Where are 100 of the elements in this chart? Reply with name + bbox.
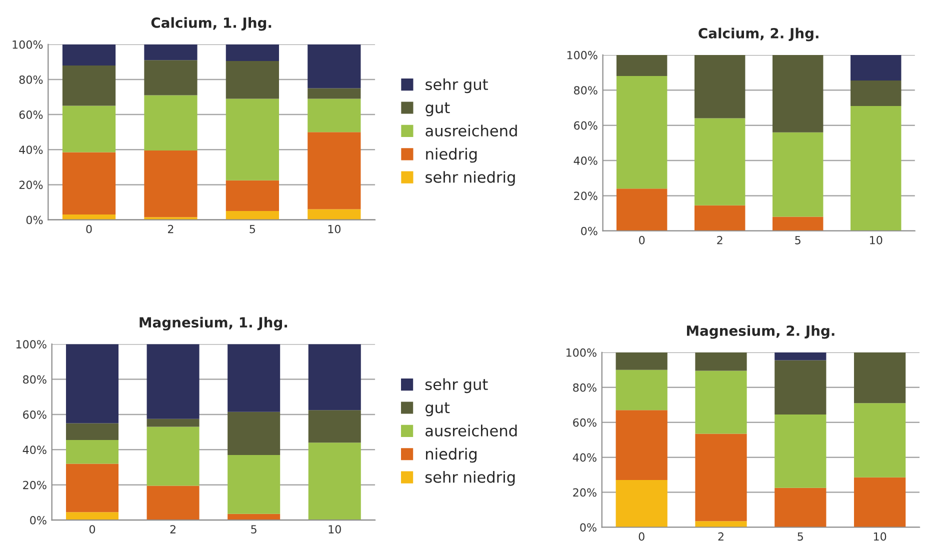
- bar: [850, 80, 902, 106]
- x-tick-label: 10: [328, 525, 341, 534]
- x-tick-label: 10: [328, 224, 340, 234]
- bar: [308, 98, 361, 132]
- bar: [228, 454, 280, 514]
- bar: [772, 54, 824, 132]
- bar: [144, 95, 198, 151]
- bar: [146, 418, 200, 427]
- y-tick-label: 60%: [573, 418, 596, 427]
- chart-title: Calcium, 2. Jhg.: [698, 28, 818, 42]
- x-tick-label: 0: [89, 525, 96, 534]
- y-tick-label: 20%: [19, 180, 43, 190]
- x-tick-label: 10: [870, 236, 882, 244]
- bar: [616, 410, 668, 480]
- x-tick-label: 5: [251, 525, 256, 534]
- x-tick-label: 2: [170, 525, 176, 534]
- bar: [772, 216, 824, 231]
- bar: [308, 442, 361, 520]
- bar: [66, 440, 119, 464]
- y-tick-label: 40%: [572, 453, 596, 462]
- bar: [226, 180, 280, 212]
- bar: [66, 344, 119, 424]
- bar: [66, 464, 119, 512]
- x-tick-label: 5: [250, 224, 256, 234]
- bar: [616, 54, 668, 76]
- y-tick-label: 100%: [566, 348, 596, 357]
- y-tick-label: 40%: [19, 146, 43, 154]
- bar: [226, 61, 280, 99]
- y-tick-label: 20%: [574, 192, 598, 200]
- bar: [146, 426, 200, 486]
- bar: [616, 480, 668, 528]
- y-tick-label: 80%: [19, 75, 43, 84]
- y-tick-label: 40%: [22, 446, 46, 454]
- bar: [144, 150, 198, 218]
- bar: [228, 412, 280, 455]
- legend-label: sehr niedrig: [426, 171, 515, 186]
- bar: [308, 88, 361, 99]
- y-tick-label: 80%: [23, 375, 46, 384]
- bar: [850, 106, 902, 231]
- y-tick-label: 20%: [23, 480, 46, 490]
- y-tick-label: 40%: [574, 156, 598, 165]
- x-tick-label: 10: [874, 532, 886, 541]
- bar: [695, 352, 747, 371]
- y-tick-label: 80%: [574, 86, 598, 95]
- bar: [694, 205, 746, 231]
- legend-label: niedrig: [426, 148, 477, 163]
- y-tick-label: 0%: [30, 516, 46, 524]
- bar: [850, 54, 902, 80]
- bar: [146, 344, 200, 419]
- bar: [695, 434, 747, 522]
- legend-label: sehr gut: [425, 378, 488, 394]
- bar: [62, 106, 116, 152]
- bar: [66, 512, 119, 520]
- y-tick-label: 0%: [580, 523, 596, 532]
- chart-title: Magnesium, 1. Jhg.: [140, 316, 288, 330]
- y-tick-label: 100%: [16, 340, 46, 348]
- bar: [774, 352, 826, 360]
- bar: [62, 65, 116, 106]
- bar: [308, 44, 361, 88]
- bar: [772, 132, 824, 217]
- x-tick-label: 5: [798, 532, 803, 541]
- bar: [854, 477, 906, 528]
- bar: [616, 188, 668, 231]
- legend-label: ausreichend: [426, 124, 517, 137]
- bar: [695, 370, 747, 434]
- bar: [144, 60, 198, 96]
- bar: [308, 209, 361, 220]
- bar: [308, 410, 361, 443]
- x-tick-label: 2: [718, 532, 724, 541]
- legend-label: niedrig: [426, 448, 476, 463]
- bar: [226, 44, 280, 62]
- bar: [694, 118, 746, 206]
- bar: [62, 44, 116, 66]
- y-tick-label: 0%: [581, 226, 598, 236]
- y-tick-label: 60%: [23, 410, 46, 419]
- legend-label: gut: [426, 102, 450, 116]
- y-tick-label: 20%: [573, 488, 596, 497]
- x-tick-label: 2: [717, 236, 722, 244]
- x-tick-label: 2: [168, 224, 174, 234]
- chart-title: Magnesium, 2. Jhg.: [686, 325, 834, 339]
- bar: [695, 521, 747, 528]
- bar: [308, 132, 361, 210]
- bar: [854, 403, 906, 478]
- bar: [144, 44, 198, 60]
- bar: [308, 344, 361, 410]
- bar: [774, 488, 826, 528]
- x-tick-label: 0: [639, 236, 645, 244]
- bar: [146, 486, 200, 520]
- bar: [774, 414, 826, 488]
- bar: [228, 344, 280, 412]
- bar: [694, 54, 746, 118]
- chart-title: Calcium, 1. Jhg.: [151, 17, 272, 31]
- bar: [616, 370, 668, 410]
- bar: [854, 352, 906, 404]
- bar: [616, 352, 668, 370]
- y-tick-label: 60%: [19, 110, 43, 119]
- bar: [226, 98, 280, 180]
- bar: [226, 211, 280, 220]
- y-tick-label: 100%: [567, 50, 598, 60]
- bar: [62, 152, 116, 215]
